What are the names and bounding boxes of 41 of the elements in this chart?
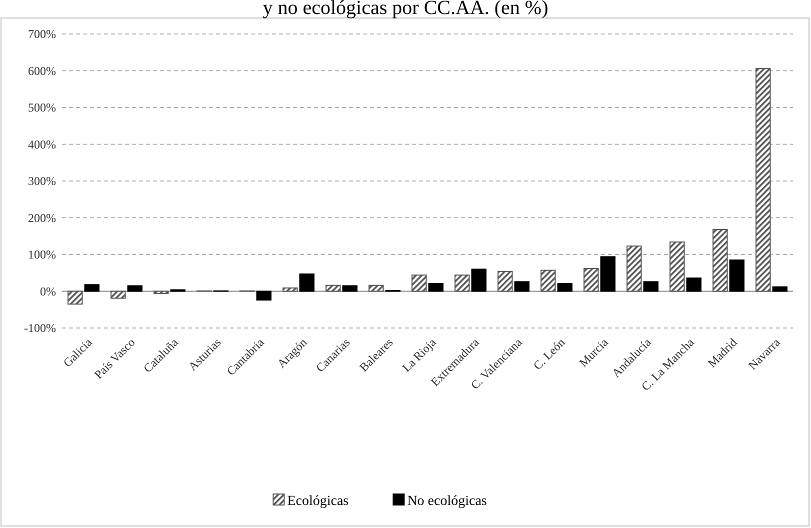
bar — [557, 283, 572, 292]
bar — [712, 229, 728, 292]
bar — [643, 281, 658, 292]
y-tick-label: 0% — [40, 284, 56, 298]
bar — [498, 270, 513, 292]
bar — [514, 281, 530, 292]
bar — [154, 290, 169, 294]
bar — [454, 274, 470, 292]
y-tick-label: 500% — [28, 100, 56, 115]
bar — [729, 260, 744, 292]
y-tick-label: 300% — [28, 174, 56, 188]
bar — [127, 285, 142, 292]
y-tick-label: -100% — [24, 321, 56, 336]
bar — [540, 270, 556, 292]
bar — [368, 284, 384, 292]
legend-label: Ecológicas — [287, 494, 349, 509]
bar — [282, 287, 298, 292]
chart-title: y no ecológicas por CC.AA. (en %) — [262, 0, 548, 19]
y-tick-label: 200% — [28, 210, 56, 225]
bar — [584, 268, 599, 292]
bar — [756, 68, 771, 292]
bar — [110, 290, 126, 299]
bar — [68, 290, 83, 305]
bar — [428, 283, 444, 292]
bar — [626, 246, 642, 292]
bar — [772, 286, 788, 292]
bar — [326, 284, 341, 292]
legend-label: No ecológicas — [407, 494, 487, 509]
bar — [471, 268, 486, 292]
bar — [600, 256, 616, 292]
bar — [342, 285, 358, 292]
bar — [686, 278, 702, 292]
y-tick-label: 400% — [28, 137, 56, 152]
bar — [412, 274, 427, 292]
y-tick-label: 100% — [28, 248, 56, 262]
bar — [299, 273, 314, 292]
y-tick-label: 700% — [28, 27, 56, 42]
bar — [84, 284, 100, 292]
bar — [670, 242, 685, 292]
bar — [256, 290, 272, 301]
y-tick-label: 600% — [28, 64, 56, 78]
